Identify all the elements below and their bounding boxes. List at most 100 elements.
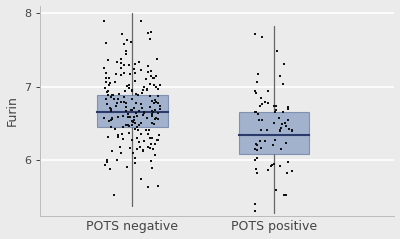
Point (254, 143, 260, 147)
Point (118, 66, 124, 70)
Point (132, 127, 138, 131)
Point (114, 158, 120, 162)
Point (147, 146, 153, 150)
Point (157, 108, 164, 111)
Point (252, 110, 259, 114)
Point (129, 89, 135, 93)
Point (264, 89, 271, 93)
Point (149, 112, 156, 116)
Point (125, 112, 131, 116)
Point (149, 121, 155, 125)
Point (107, 106, 113, 110)
Point (123, 49, 129, 53)
Point (251, 110, 258, 114)
Point (149, 99, 156, 103)
Point (103, 41, 109, 44)
Point (135, 128, 141, 131)
Point (150, 83, 157, 87)
Point (129, 98, 136, 101)
Bar (97, 95, 168, 127)
Point (278, 147, 284, 151)
Point (134, 114, 140, 118)
Point (152, 142, 158, 146)
Point (273, 188, 279, 192)
Point (147, 37, 154, 41)
Point (105, 90, 111, 93)
Point (276, 164, 283, 168)
Point (140, 88, 146, 92)
Point (281, 193, 288, 197)
Point (105, 58, 112, 62)
Point (129, 123, 135, 127)
Point (126, 63, 132, 67)
Point (269, 163, 275, 167)
Point (106, 119, 112, 123)
Point (150, 147, 156, 151)
Point (103, 76, 109, 80)
Point (277, 74, 283, 78)
Point (127, 72, 133, 76)
Point (122, 105, 129, 109)
Point (121, 100, 128, 103)
Point (252, 89, 259, 93)
Point (253, 167, 259, 171)
Point (271, 104, 278, 108)
Point (108, 109, 114, 113)
Point (138, 19, 144, 23)
Point (113, 72, 119, 76)
Point (276, 116, 282, 120)
Point (124, 123, 131, 126)
Point (101, 19, 107, 22)
Point (121, 95, 128, 98)
Point (262, 100, 269, 104)
Point (133, 92, 140, 96)
Point (154, 117, 161, 121)
Point (118, 151, 124, 155)
Point (139, 106, 146, 110)
Point (289, 129, 296, 132)
Point (120, 137, 126, 141)
Point (132, 71, 138, 75)
Point (109, 116, 115, 120)
Point (103, 160, 110, 164)
Point (147, 105, 153, 109)
Point (253, 142, 260, 146)
Point (153, 117, 159, 120)
Point (255, 72, 262, 76)
Point (147, 82, 153, 86)
Point (276, 128, 283, 132)
Point (153, 86, 159, 89)
Point (136, 140, 142, 143)
Point (123, 123, 129, 126)
Point (124, 165, 130, 169)
Point (274, 49, 280, 53)
Point (115, 133, 121, 136)
Point (142, 128, 149, 132)
Point (155, 87, 161, 91)
Point (251, 209, 258, 213)
Point (254, 171, 260, 175)
Point (114, 135, 121, 139)
Point (136, 109, 142, 113)
Point (264, 101, 271, 105)
Point (153, 74, 159, 78)
Point (131, 115, 138, 119)
Point (134, 125, 140, 129)
Point (278, 127, 284, 130)
Point (283, 141, 289, 145)
Point (154, 138, 161, 142)
Point (148, 166, 155, 170)
Point (153, 57, 160, 61)
Point (134, 136, 140, 140)
Point (258, 128, 264, 132)
Point (145, 65, 152, 68)
Point (114, 115, 121, 119)
Point (271, 121, 278, 125)
Point (120, 114, 126, 118)
Point (116, 92, 122, 96)
Point (254, 80, 260, 84)
Point (144, 185, 151, 189)
Point (153, 100, 159, 104)
Point (118, 73, 124, 76)
Point (154, 184, 161, 188)
